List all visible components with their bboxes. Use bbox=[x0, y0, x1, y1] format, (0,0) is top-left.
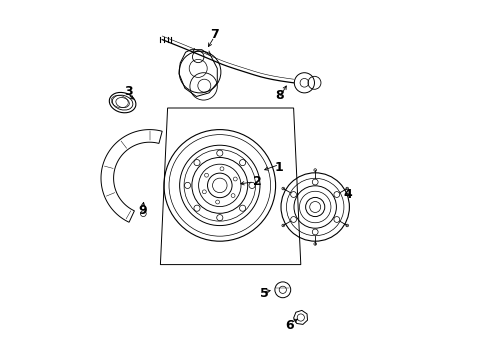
Text: 2: 2 bbox=[253, 175, 262, 188]
Text: 4: 4 bbox=[343, 188, 352, 201]
Text: 1: 1 bbox=[275, 161, 284, 174]
Text: 8: 8 bbox=[275, 89, 284, 102]
Text: 7: 7 bbox=[210, 28, 219, 41]
Text: 9: 9 bbox=[138, 204, 147, 217]
Text: 5: 5 bbox=[260, 287, 269, 300]
Text: 6: 6 bbox=[286, 319, 294, 332]
Text: 3: 3 bbox=[123, 85, 132, 98]
